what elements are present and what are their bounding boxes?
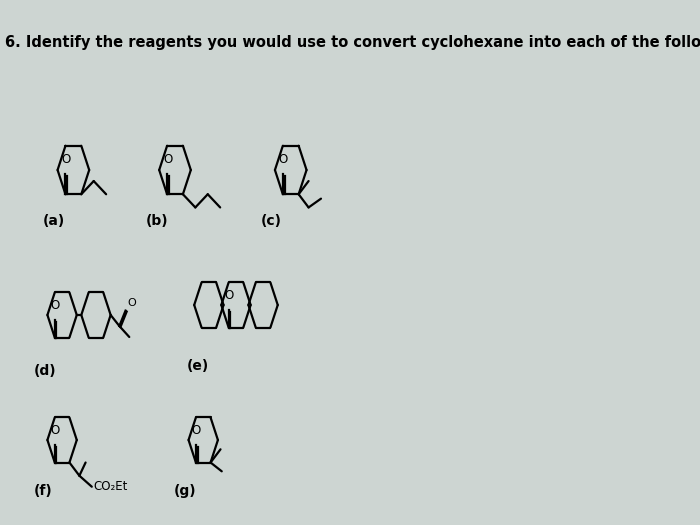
Text: O: O: [225, 289, 234, 301]
Text: O: O: [62, 153, 71, 166]
Text: (g): (g): [174, 484, 197, 498]
Text: (b): (b): [146, 214, 168, 228]
Text: (f): (f): [34, 484, 52, 498]
Text: O: O: [127, 298, 136, 308]
Text: (e): (e): [186, 359, 209, 373]
Text: (a): (a): [42, 214, 64, 228]
Text: 6. Identify the reagents you would use to convert cyclohexane into each of the f: 6. Identify the reagents you would use t…: [4, 35, 700, 50]
Text: O: O: [279, 153, 288, 166]
Text: CO₂Et: CO₂Et: [94, 480, 128, 493]
Text: (c): (c): [261, 214, 282, 228]
Text: O: O: [50, 299, 60, 311]
Text: (d): (d): [34, 364, 57, 378]
Text: O: O: [50, 424, 60, 436]
Text: O: O: [163, 153, 172, 166]
Text: O: O: [192, 424, 201, 436]
